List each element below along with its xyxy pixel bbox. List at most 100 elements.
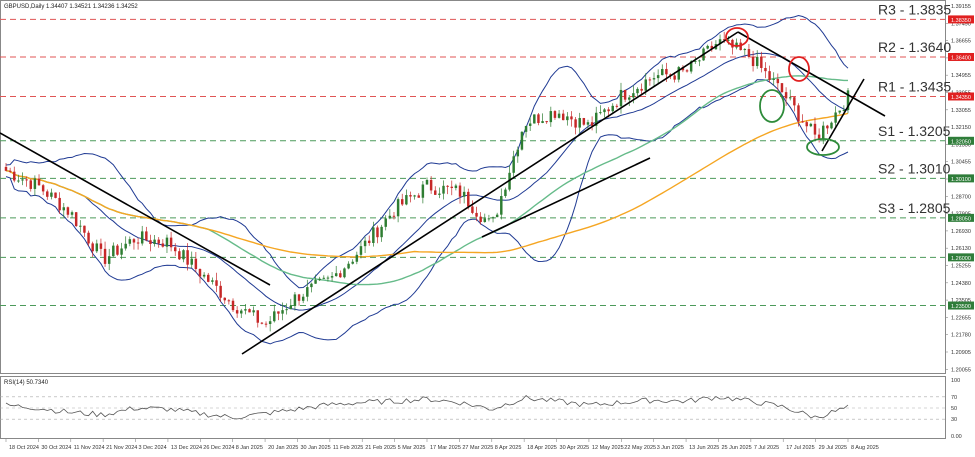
candle-body [747,49,751,57]
x-tick-label: 21 Nov 2024 [106,445,137,451]
candle-body [388,215,392,219]
candle-body [405,195,408,205]
axis-tag-r2 [948,52,974,61]
candle-body [826,125,829,129]
candle-body [149,240,152,244]
candle-body [421,184,425,198]
candle-body [103,248,107,264]
candle-body [566,116,569,121]
candle-body [17,180,20,182]
x-tick-label: 22 May 2025 [624,445,656,451]
candle-body [417,195,420,198]
x-tick-label: 27 Mar 2025 [462,445,493,451]
candle-body [4,166,8,171]
candle-body [512,156,515,173]
candle-body [615,105,619,107]
axis-tag-r3 [948,15,974,24]
candle-body [458,185,462,197]
candle-body [343,268,346,278]
level-labels: R3 - 1.3835 R2 - 1.3640 R1 - 1.3435 S1 - 1.… [878,1,951,215]
main-pane-frame [0,0,946,374]
candle-body [830,122,833,129]
x-tick-label: 8 Apr 2025 [495,445,522,451]
candle-body [268,321,272,325]
circle-top-2 [788,56,810,82]
candle-body [112,245,115,257]
level-label-s3: S3 - 1.2805 [878,200,951,216]
x-tick-label: 21 Feb 2025 [365,445,396,451]
candle-body [549,111,553,123]
candle-body [198,268,202,277]
candle-body [788,97,792,99]
candle-body [285,309,288,311]
candle-body [58,197,61,211]
rsi-tick-label: 50 [951,406,957,412]
x-tick-label: 20 Jan 2025 [268,445,298,451]
candle-body [87,232,90,244]
candle-body [698,60,701,62]
x-tick-label: 13 Dec 2024 [171,445,202,451]
candle-body [120,248,123,255]
candle-body [656,75,660,79]
candle-body [74,212,78,227]
candle-body [8,170,12,172]
rsi-axis: 100 70 50 30 0.00 [951,378,962,440]
candle-body [644,79,647,91]
candle-body [813,123,817,135]
candle-body [318,278,321,281]
axis-tag-text-s3: 1.28050 [951,216,971,222]
y-tick-label: 1.39155 [951,4,971,10]
rsi-header: RSI(14) 50.7340 [4,380,49,386]
level-label-s1: S1 - 1.3205 [878,123,951,139]
candle-body [231,300,235,311]
y-tick-label: 1.36655 [951,39,971,45]
candle-body [91,243,94,252]
candle-body [673,75,676,80]
candle-body [202,274,206,277]
candle-body [454,185,458,189]
candle-body [380,226,383,238]
candle-body [553,111,557,118]
candle-body [611,105,614,112]
candle-body [182,250,185,260]
candle-body [376,227,379,238]
axis-tag-r1 [948,92,974,101]
level-label-r2: R2 - 1.3640 [878,39,951,55]
x-tick-label: 8 Jan 2025 [236,445,263,451]
candle-body [661,68,664,76]
y-tick-label: 1.31330 [951,142,971,148]
candle-body [248,309,251,313]
moving-averages [5,75,849,286]
candle-body [33,178,37,189]
candle-body [401,199,404,205]
candle-body [54,192,57,198]
y-tick-label: 1.34955 [951,73,971,79]
candle-body [50,192,53,197]
candle-body [479,216,482,223]
candles [4,31,850,332]
candle-body [165,237,169,247]
candle-body [557,113,561,118]
axis-tag-text-s2: 1.30100 [951,177,971,183]
candle-body [29,180,32,189]
trendline-up-main [241,31,739,355]
trendline-down-early [0,132,271,286]
candle-body [79,225,82,227]
candle-body [471,206,474,213]
candle-body [392,215,396,217]
candle-body [425,179,429,185]
x-tick-label: 30 Jan 2025 [300,445,330,451]
axis-tag-s1 [948,136,974,145]
candle-body [124,243,127,249]
candle-body [252,310,255,313]
candle-body [260,322,264,324]
rsi-tick-label: 0.00 [951,434,962,440]
candle-body [37,178,41,186]
y-tick-label: 1.24380 [951,281,971,287]
candle-body [772,78,775,80]
candle-body [838,110,841,113]
candle-body [178,251,181,260]
candle-body [256,310,260,323]
